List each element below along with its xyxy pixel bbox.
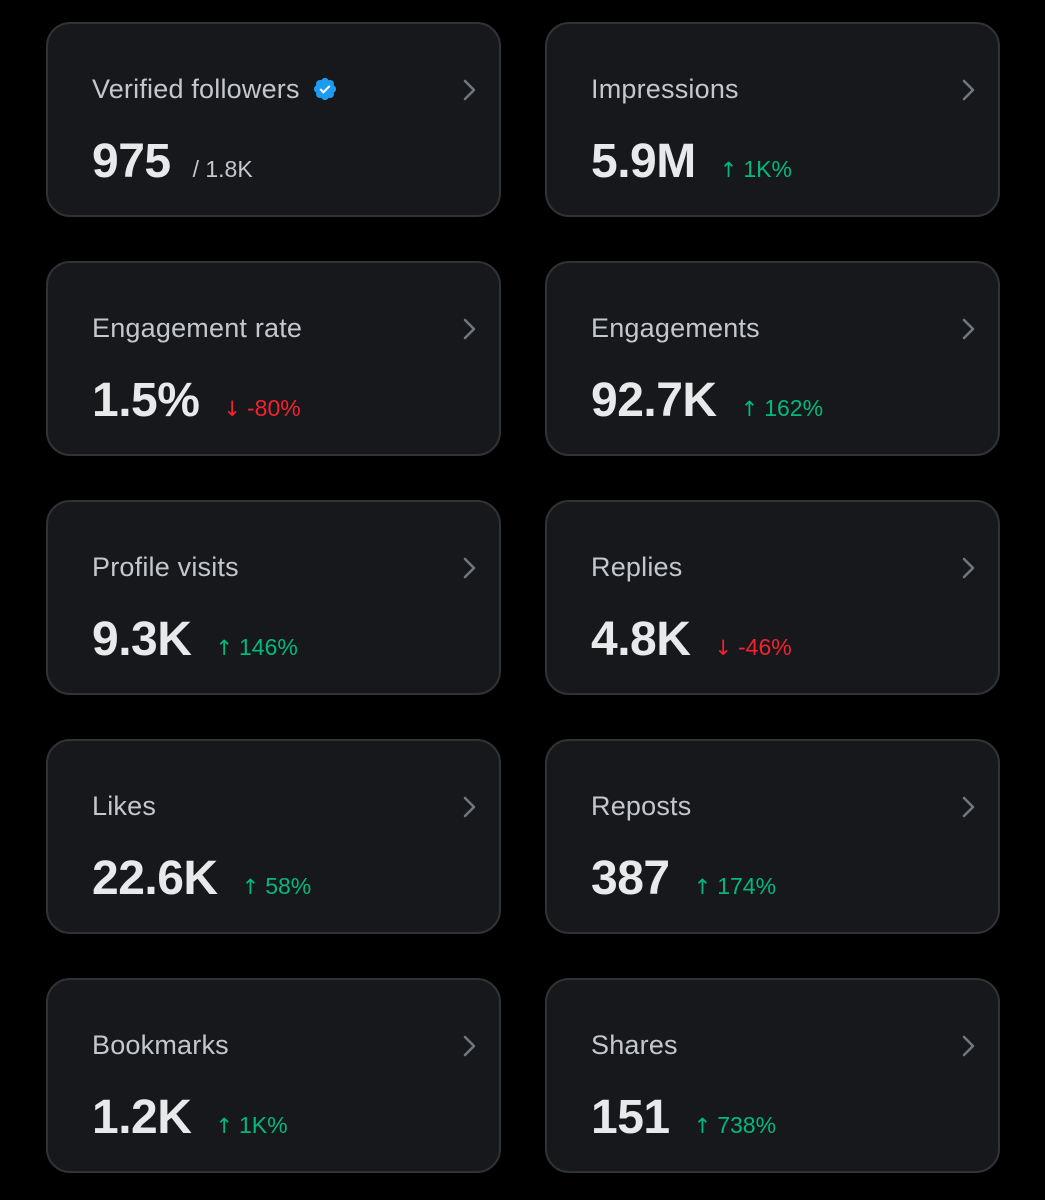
chevron-right-icon[interactable] <box>958 76 980 104</box>
card-delta: ↓ -80% <box>223 395 300 422</box>
arrow-down-icon: ↓ <box>714 636 732 660</box>
card-value: 4.8K <box>591 613 691 666</box>
card-profile-visits[interactable]: Profile visits 9.3K ↑ 146% <box>46 500 501 695</box>
card-title: Replies <box>591 552 683 582</box>
arrow-up-icon: ↑ <box>215 1114 233 1138</box>
arrow-up-icon: ↑ <box>740 397 759 421</box>
card-value-row: 92.7K ↑ 162% <box>591 373 823 429</box>
card-value: 5.9M <box>591 135 696 188</box>
card-title-row: Engagements <box>591 311 760 345</box>
card-title-row: Profile visits <box>92 550 239 584</box>
card-delta: ↑ 738% <box>694 1112 776 1139</box>
card-delta-value: 1K% <box>239 1112 288 1138</box>
card-delta: ↑ 58% <box>242 873 312 900</box>
card-delta-value: 162% <box>764 395 824 421</box>
arrow-up-icon: ↑ <box>719 158 738 182</box>
card-delta-value: 58% <box>265 873 312 899</box>
card-likes[interactable]: Likes 22.6K ↑ 58% <box>46 739 501 934</box>
card-value-row: 1.5% ↓ -80% <box>92 373 301 429</box>
card-title: Shares <box>591 1030 678 1060</box>
card-delta-value: 146% <box>239 634 298 660</box>
card-value: 151 <box>591 1091 670 1144</box>
card-value-row: 4.8K ↓ -46% <box>591 612 792 668</box>
card-title-row: Replies <box>591 550 682 584</box>
chevron-right-icon[interactable] <box>958 1032 980 1060</box>
arrow-up-icon: ↑ <box>693 1114 712 1138</box>
chevron-right-icon[interactable] <box>958 793 980 821</box>
card-value-row: 1.2K ↑ 1K% <box>92 1090 288 1146</box>
card-shares[interactable]: Shares 151 ↑ 738% <box>545 978 1000 1173</box>
card-title: Engagement rate <box>92 313 303 343</box>
verified-badge-icon <box>312 76 338 102</box>
card-title-row: Likes <box>92 789 156 823</box>
card-reposts[interactable]: Reposts 387 ↑ 174% <box>545 739 1000 934</box>
card-title: Reposts <box>591 791 692 821</box>
card-title: Verified followers <box>92 74 300 104</box>
card-title: Bookmarks <box>92 1030 229 1060</box>
card-title-row: Shares <box>591 1028 678 1062</box>
card-delta: ↑ 146% <box>215 634 297 661</box>
arrow-up-icon: ↑ <box>215 636 233 660</box>
card-title-row: Bookmarks <box>92 1028 229 1062</box>
card-title: Likes <box>92 791 157 821</box>
card-title: Impressions <box>591 74 739 104</box>
card-title-row: Reposts <box>591 789 691 823</box>
card-delta-value: -46% <box>738 634 792 660</box>
card-value: 387 <box>591 852 670 905</box>
card-value: 975 <box>92 135 171 188</box>
card-engagement-rate[interactable]: Engagement rate 1.5% ↓ -80% <box>46 261 501 456</box>
card-value-row: 22.6K ↑ 58% <box>92 851 311 907</box>
chevron-right-icon[interactable] <box>459 793 481 821</box>
card-value-row: 975 / 1.8K <box>92 134 253 190</box>
card-total: / 1.8K <box>192 156 253 182</box>
card-title: Profile visits <box>92 552 239 582</box>
card-delta-value: 174% <box>717 873 777 899</box>
card-title: Engagements <box>591 313 760 343</box>
card-impressions[interactable]: Impressions 5.9M ↑ 1K% <box>545 22 1000 217</box>
arrow-down-icon: ↓ <box>223 397 242 421</box>
card-value-row: 151 ↑ 738% <box>591 1090 776 1146</box>
card-value-row: 387 ↑ 174% <box>591 851 776 907</box>
card-value-row: 9.3K ↑ 146% <box>92 612 298 668</box>
chevron-right-icon[interactable] <box>958 554 980 582</box>
card-title-row: Engagement rate <box>92 311 302 345</box>
chevron-right-icon[interactable] <box>459 1032 481 1060</box>
analytics-grid: Verified followers 975 / 1.8K Impression… <box>46 22 1000 1173</box>
card-delta-value: 738% <box>717 1112 777 1138</box>
card-value-row: 5.9M ↑ 1K% <box>591 134 792 190</box>
card-replies[interactable]: Replies 4.8K ↓ -46% <box>545 500 1000 695</box>
card-engagements[interactable]: Engagements 92.7K ↑ 162% <box>545 261 1000 456</box>
card-title-row: Impressions <box>591 72 739 106</box>
card-value: 1.2K <box>92 1091 192 1144</box>
card-value: 1.5% <box>92 374 200 427</box>
card-bookmarks[interactable]: Bookmarks 1.2K ↑ 1K% <box>46 978 501 1173</box>
card-delta: ↑ 174% <box>694 873 776 900</box>
card-delta: ↑ 1K% <box>215 1112 287 1139</box>
card-delta: ↓ -46% <box>714 634 791 661</box>
chevron-right-icon[interactable] <box>459 76 481 104</box>
card-delta-value: -80% <box>247 395 301 421</box>
card-delta-value: 1K% <box>743 156 792 182</box>
arrow-up-icon: ↑ <box>241 875 260 899</box>
chevron-right-icon[interactable] <box>958 315 980 343</box>
card-value: 9.3K <box>92 613 192 666</box>
card-delta: ↑ 1K% <box>720 156 792 183</box>
card-value: 22.6K <box>92 852 218 905</box>
card-value: 92.7K <box>591 374 717 427</box>
chevron-right-icon[interactable] <box>459 554 481 582</box>
card-verified-followers[interactable]: Verified followers 975 / 1.8K <box>46 22 501 217</box>
arrow-up-icon: ↑ <box>693 875 712 899</box>
card-title-row: Verified followers <box>92 72 338 106</box>
chevron-right-icon[interactable] <box>459 315 481 343</box>
card-delta: ↑ 162% <box>741 395 823 422</box>
